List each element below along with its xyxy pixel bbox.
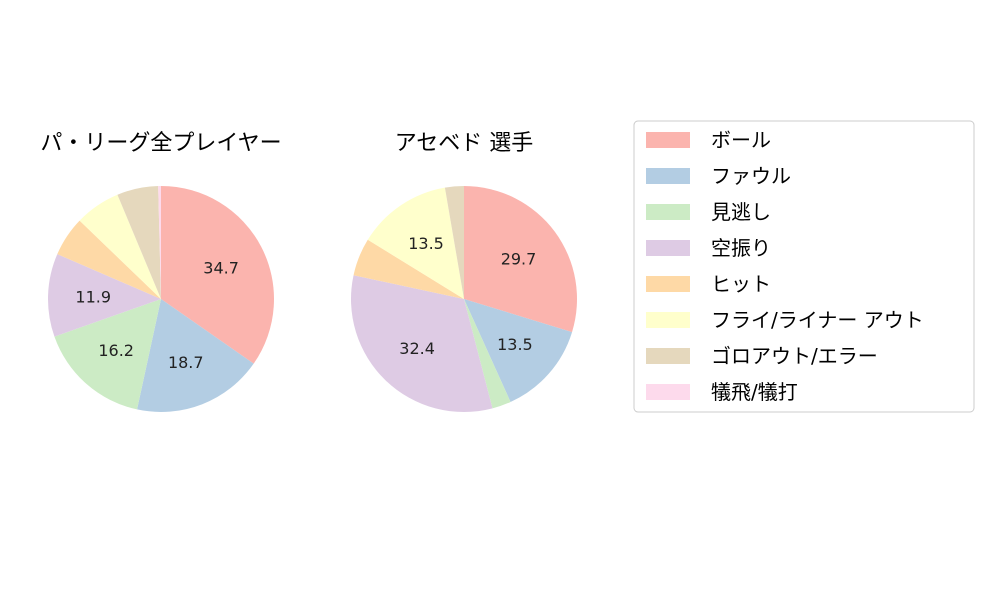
- pie-chart-player: アセベド 選手 29.7 13.5 32.4 13.5: [350, 131, 577, 412]
- pie-slice: [117, 186, 161, 299]
- legend-swatch: [646, 276, 690, 292]
- pie-slice: [444, 186, 464, 299]
- pie-slice: [464, 299, 511, 409]
- pie-slice-label: 13.5: [408, 234, 444, 253]
- legend-swatch: [646, 168, 690, 184]
- pie-slice: [158, 186, 161, 299]
- pie-slice: [464, 186, 577, 333]
- pie-slice: [79, 194, 161, 299]
- legend-swatch: [646, 204, 690, 220]
- pie-slice-label: 34.7: [203, 259, 239, 278]
- pie-slice-label: 29.7: [501, 250, 537, 269]
- legend-label: ボール: [711, 128, 771, 152]
- pie-slice: [47, 254, 161, 337]
- legend-label: 犠飛/犠打: [711, 380, 798, 404]
- pie-slice-label: 16.2: [98, 341, 134, 360]
- pie-slice-label: 18.7: [168, 353, 204, 372]
- legend-label: 見逃し: [711, 200, 771, 224]
- legend-frame: [633, 120, 975, 413]
- pie-labels-league: 34.7 18.7 16.2 11.9: [75, 259, 239, 372]
- legend-swatch: [646, 240, 690, 256]
- pie-slice: [350, 275, 493, 412]
- legend-label: フライ/ライナー アウト: [711, 308, 924, 332]
- pie-title-league: パ・リーグ全プレイヤー: [40, 131, 281, 156]
- legend-swatch: [646, 132, 690, 148]
- legend-label: ゴロアウト/エラー: [711, 344, 878, 368]
- legend-label: ファウル: [711, 164, 791, 188]
- pie-slice: [367, 187, 464, 299]
- pie-labels-player: 29.7 13.5 32.4 13.5: [399, 234, 536, 358]
- legend-swatch: [646, 384, 690, 400]
- legend-label: ヒット: [711, 272, 771, 296]
- pie-slice: [137, 299, 254, 412]
- pie-slice: [353, 239, 464, 299]
- legend-label: 空振り: [711, 236, 771, 260]
- pie-chart-league: パ・リーグ全プレイヤー 34.7 18.7 16.2 11.9: [40, 131, 282, 412]
- pie-slice: [54, 299, 161, 410]
- pie-slice-label: 13.5: [497, 335, 533, 354]
- pie-title-player: アセベド 選手: [395, 131, 534, 156]
- pie-slices-league: [47, 186, 274, 412]
- pie-slice: [464, 299, 573, 402]
- pie-slice-label: 32.4: [399, 339, 435, 358]
- legend-swatch: [646, 348, 690, 364]
- pie-slice: [57, 220, 161, 299]
- pie-slices-player: [350, 186, 577, 412]
- pie-slice: [161, 186, 274, 364]
- legend-swatch: [646, 312, 690, 328]
- pie-slice-label: 11.9: [75, 288, 111, 307]
